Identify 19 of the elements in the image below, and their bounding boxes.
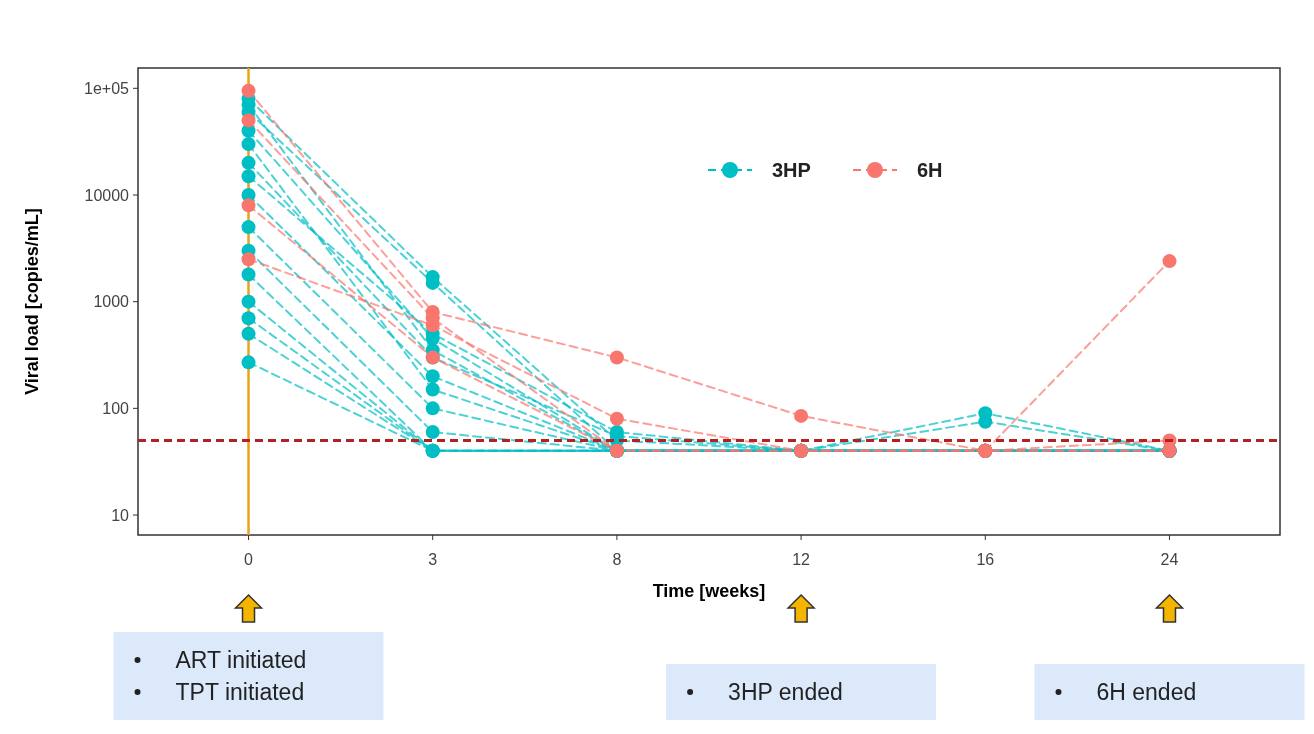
y-tick-label: 10 — [111, 506, 130, 524]
text: TPT initiated — [175, 679, 305, 706]
text: 6H ended — [1096, 679, 1197, 706]
y-tick-label: 100 — [102, 399, 130, 417]
legend-label: 3HP — [772, 159, 811, 181]
text: ART initiated — [175, 647, 307, 674]
x-tick-label: 12 — [792, 551, 811, 568]
x-tick-label: 16 — [976, 551, 995, 568]
y-tick-label: 1e+05 — [84, 79, 130, 97]
legend-label: 6H — [917, 159, 943, 181]
y-axis-title: Viral load [copies/mL] — [22, 208, 42, 395]
x-tick-label: 8 — [612, 551, 622, 568]
y-tick-label: 1000 — [93, 293, 130, 311]
x-tick-label: 3 — [428, 551, 438, 568]
x-tick-label: 0 — [244, 551, 254, 568]
y-tick-label: 10000 — [84, 186, 130, 204]
text: 3HP ended — [728, 679, 843, 706]
x-axis-title: Time [weeks] — [652, 581, 766, 601]
x-tick-label: 24 — [1160, 551, 1179, 568]
